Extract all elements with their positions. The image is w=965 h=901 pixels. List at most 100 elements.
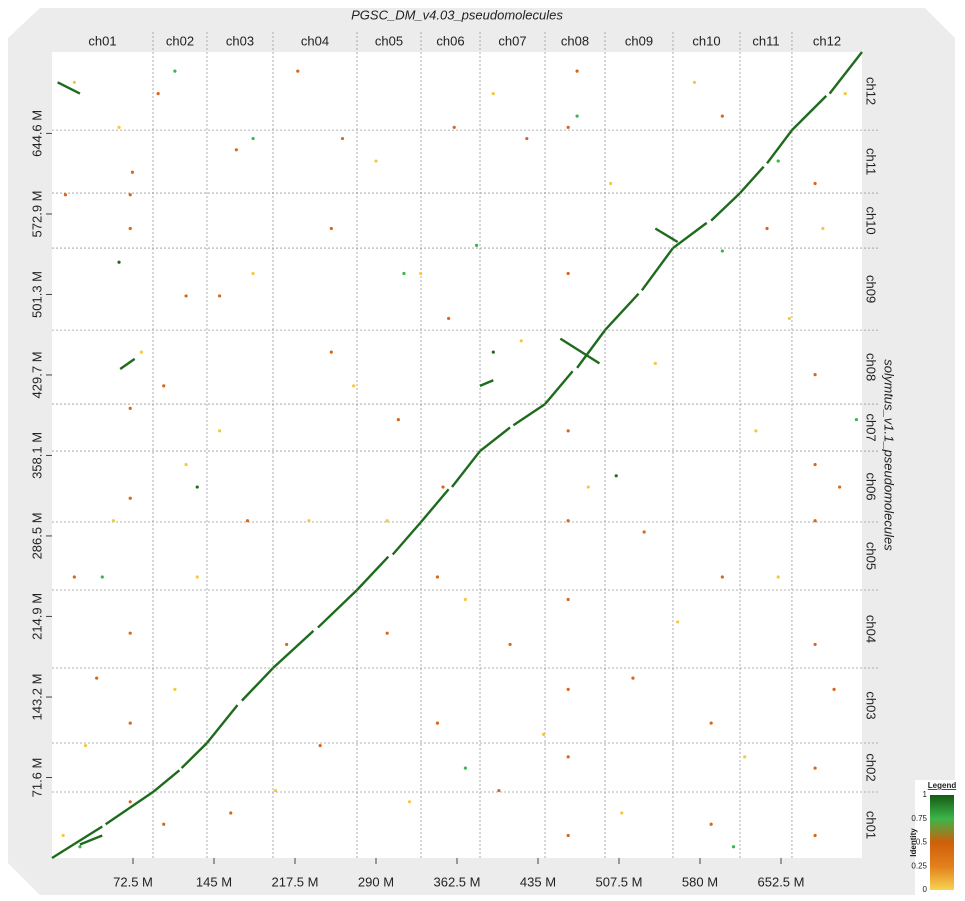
y-chromosome-label: ch12 [864,77,879,105]
alignment-segment [544,370,574,405]
dot [435,721,440,725]
dot [329,226,333,231]
dot [128,193,132,197]
y-chromosome-label: ch05 [864,542,879,570]
dot [575,114,579,118]
dot [318,743,322,748]
dot [787,316,791,321]
legend-tick-label: 0.25 [911,861,927,870]
dot [813,833,817,838]
alignment-segment [766,129,793,165]
dot [541,732,546,736]
dot [491,350,495,354]
alignment-segment [791,94,828,131]
alignment-segment [272,630,315,669]
dot [245,519,250,523]
y-tick-label: 572.9 M [29,190,44,237]
legend-tick-label: 0.5 [916,838,928,847]
legend-bar [930,795,954,890]
dot [340,136,345,141]
dot [385,631,389,635]
x-chromosome-label: ch10 [692,33,720,48]
y-chromosome-label: ch10 [864,206,879,234]
dot [95,676,99,680]
y-chromosome-label: ch07 [864,413,879,441]
alignment-segment [104,791,154,826]
x-chromosome-label: ch03 [226,33,254,48]
dot [128,406,132,410]
alignment-segment [57,81,81,95]
dot [234,148,238,152]
dot [139,350,143,354]
dot [130,170,135,174]
dot [162,822,166,826]
y-tick-label: 71.6 M [29,758,44,798]
dot [765,226,769,231]
dot [217,429,222,433]
dot [709,721,713,725]
chart-title: PGSC_DM_v4.03_pseudomolecules [351,7,563,22]
dot [508,642,512,647]
dot [463,766,467,770]
y-chromosome-label: ch01 [864,811,879,839]
dot [285,642,289,647]
alignment-segment [206,704,239,744]
dot [821,226,825,231]
alignment-segment [479,426,511,453]
alignment-segment [180,742,208,769]
dot [100,575,104,579]
dot [491,91,495,96]
dot [497,788,501,793]
dot [195,575,199,579]
x-tick-label: 435 M [520,874,556,889]
dot [128,721,132,725]
y-chromosome-label: ch11 [864,148,879,175]
y-tick-label: 214.9 M [29,593,44,640]
dot [566,597,570,602]
dot [566,429,570,433]
y-chromosome-label: ch09 [864,275,879,303]
alignment-segment [241,667,274,702]
dot [273,788,278,793]
dot [307,519,311,523]
x-chromosome-label: ch04 [301,33,329,48]
dot [156,91,160,96]
dot [61,833,65,838]
dot [566,519,570,523]
legend-tick-label: 0.75 [911,814,927,823]
dot [586,485,590,489]
dot [72,80,76,84]
dot [609,181,613,186]
dot [566,687,570,691]
y-tick-label: 429.7 M [29,351,44,398]
dot [195,485,199,489]
dot [251,271,255,276]
alignment-segment [739,165,765,194]
dot [352,384,356,388]
dot [519,339,523,343]
legend-title: Legend [928,781,957,790]
x-chromosome-label: ch06 [436,33,464,48]
legend-tick-label: 0 [923,885,928,894]
dot [620,811,624,815]
alignment-segment [559,337,601,365]
alignment-segment [710,192,741,222]
alignment-segment [356,555,390,591]
x-chromosome-label: ch05 [375,33,403,48]
dot [566,833,570,838]
dot [832,687,836,691]
dot [813,519,817,523]
x-chromosome-label: ch12 [813,33,841,48]
y-tick-label: 501.3 M [29,271,44,318]
alignment-segment [828,51,863,95]
y-chromosome-label: ch06 [864,472,879,500]
x-chromosome-label: ch02 [166,33,194,48]
alignment-segment [654,227,679,244]
dot [435,575,440,579]
dot [251,136,255,141]
dot [631,676,635,680]
alignment-segment [576,329,606,369]
alignment-segment [604,292,640,331]
dot [813,642,817,647]
